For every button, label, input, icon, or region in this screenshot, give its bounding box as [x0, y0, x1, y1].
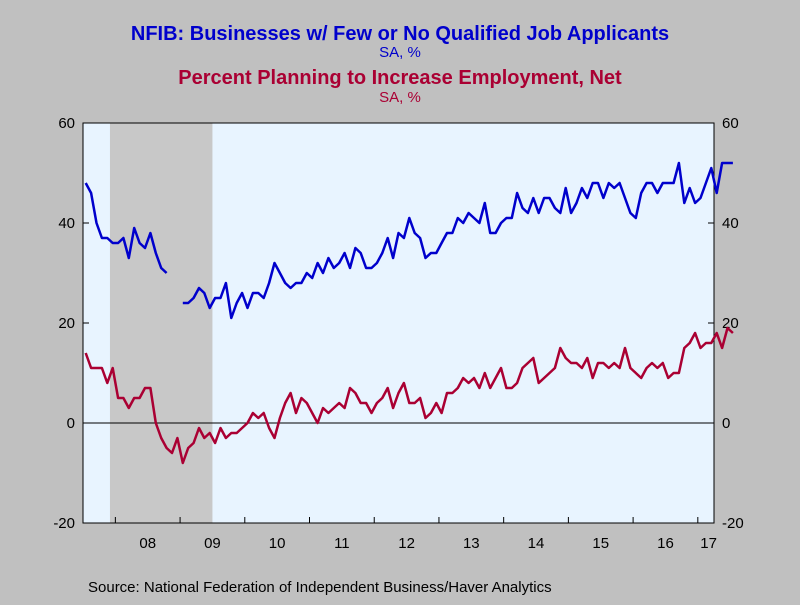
x-tick-label: 14: [528, 535, 545, 552]
x-tick-label: 13: [463, 535, 480, 552]
y-tick-label-right: 60: [722, 115, 739, 132]
recession-shading: [109, 123, 213, 523]
chart-title-units: SA, %: [379, 44, 421, 61]
chart-subtitle: Percent Planning to Increase Employment,…: [178, 67, 622, 89]
x-tick-label: 08: [139, 535, 156, 552]
x-tick-label: 12: [398, 535, 415, 552]
y-tick-label-right: 40: [722, 215, 739, 232]
x-tick-label: 10: [269, 535, 286, 552]
chart-title: NFIB: Businesses w/ Few or No Qualified …: [131, 23, 669, 45]
x-tick-label: 16: [657, 535, 674, 552]
chart-subtitle-units: SA, %: [379, 89, 421, 106]
x-tick-label: 17: [700, 535, 717, 552]
y-tick-label-right: 0: [722, 415, 730, 432]
x-tick-label: 09: [204, 535, 221, 552]
y-tick-label-left: 60: [58, 115, 75, 132]
y-tick-label-left: 20: [58, 315, 75, 332]
series-line-0: [84, 161, 733, 320]
chart-source: Source: National Federation of Independe…: [88, 579, 552, 596]
series-line-1: [84, 326, 734, 465]
y-tick-label-right: 20: [722, 315, 739, 332]
y-tick-label-right: -20: [722, 515, 744, 532]
y-tick-label-left: 0: [67, 415, 75, 432]
x-tick-label: 15: [592, 535, 609, 552]
y-tick-label-left: 40: [58, 215, 75, 232]
x-tick-label: 11: [334, 535, 350, 552]
y-tick-label-left: -20: [53, 515, 75, 532]
